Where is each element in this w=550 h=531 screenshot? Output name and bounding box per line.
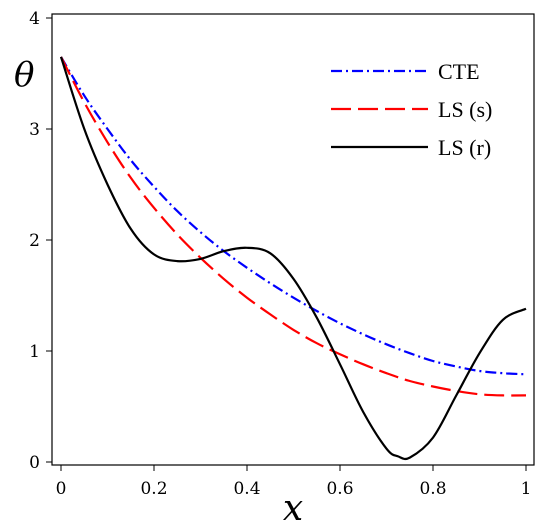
y-tick-label: 4	[29, 9, 40, 29]
series-lines	[59, 56, 527, 461]
y-tick-label: 3	[29, 120, 40, 140]
legend-label-ls-r: LS (r)	[438, 135, 491, 160]
x-axis-title: x	[283, 488, 303, 529]
y-tick-label: 0	[29, 453, 40, 473]
x-tick-label: 0	[56, 479, 67, 499]
series-line-ls-s	[60, 56, 527, 397]
series-line-cte	[60, 56, 527, 376]
x-tick-label: 0.8	[419, 479, 446, 499]
y-axis-title: θ	[14, 55, 34, 95]
y-tick-label: 1	[29, 342, 40, 362]
y-tick-label: 2	[29, 231, 40, 251]
x-tick-label: 0.6	[326, 479, 353, 499]
series-line-ls-r	[59, 56, 527, 461]
legend: CTE LS (s) LS (r)	[331, 59, 492, 160]
x-tick-label: 1	[521, 479, 532, 499]
x-tick-label: 0.4	[233, 479, 260, 499]
legend-label-cte: CTE	[438, 59, 480, 84]
x-tick-label: 0.2	[140, 479, 167, 499]
legend-label-ls-s: LS (s)	[438, 97, 492, 122]
axis-ticks: 0 0.2 0.4 0.6 0.8 1 0 1 2 3 4	[29, 9, 531, 499]
